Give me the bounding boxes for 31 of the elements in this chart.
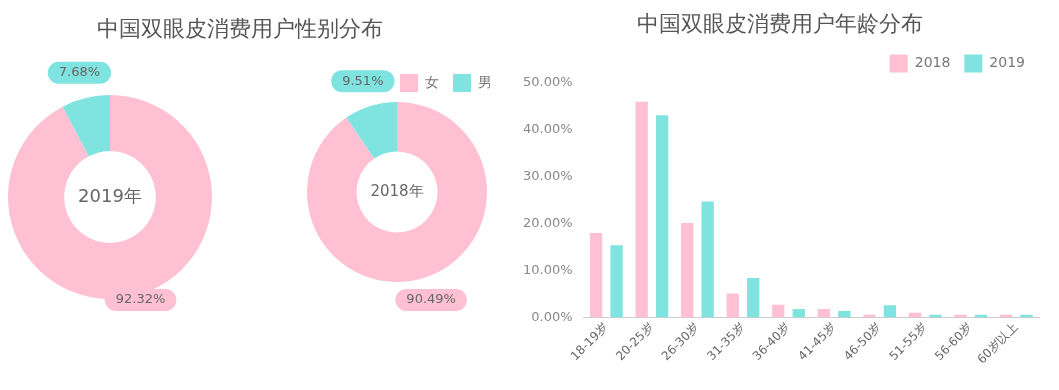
- bar: [635, 101, 648, 318]
- data-label: 7.68%: [58, 64, 101, 80]
- y-tick-label: 20.00%: [522, 214, 573, 230]
- bar: [589, 232, 603, 318]
- data-label: 92.32%: [115, 291, 166, 307]
- y-tick-label: 0.00%: [531, 308, 573, 324]
- bar: [817, 309, 830, 318]
- bar: [883, 305, 896, 318]
- bar: [681, 223, 694, 318]
- legend-label: 男: [478, 73, 492, 90]
- y-tick-label: 10.00%: [522, 261, 573, 277]
- bar: [772, 304, 785, 318]
- bar: [747, 278, 760, 318]
- x-tick-label: 60岁以上: [974, 320, 1021, 367]
- data-label: 90.49%: [406, 291, 456, 307]
- y-tick-label: 40.00%: [522, 120, 573, 136]
- legend-label: 女: [425, 73, 439, 90]
- chart-title: 中国双眼皮消费用户性别分布: [96, 15, 384, 43]
- bar: [701, 201, 714, 318]
- legend-label: 2019: [989, 54, 1026, 71]
- bar: [726, 293, 739, 318]
- legend-label: 2018: [914, 54, 951, 71]
- bar: [792, 309, 805, 318]
- y-tick-label: 50.00%: [522, 73, 573, 89]
- slice-label: 2019年: [78, 184, 142, 206]
- bar: [610, 245, 623, 318]
- chart-title: 中国双眼皮消费用户年龄分布: [636, 10, 923, 36]
- data-label: 9.51%: [342, 72, 384, 88]
- bar: [655, 115, 669, 318]
- slice-label: 2018年: [370, 181, 424, 200]
- y-tick-label: 30.00%: [522, 167, 573, 183]
